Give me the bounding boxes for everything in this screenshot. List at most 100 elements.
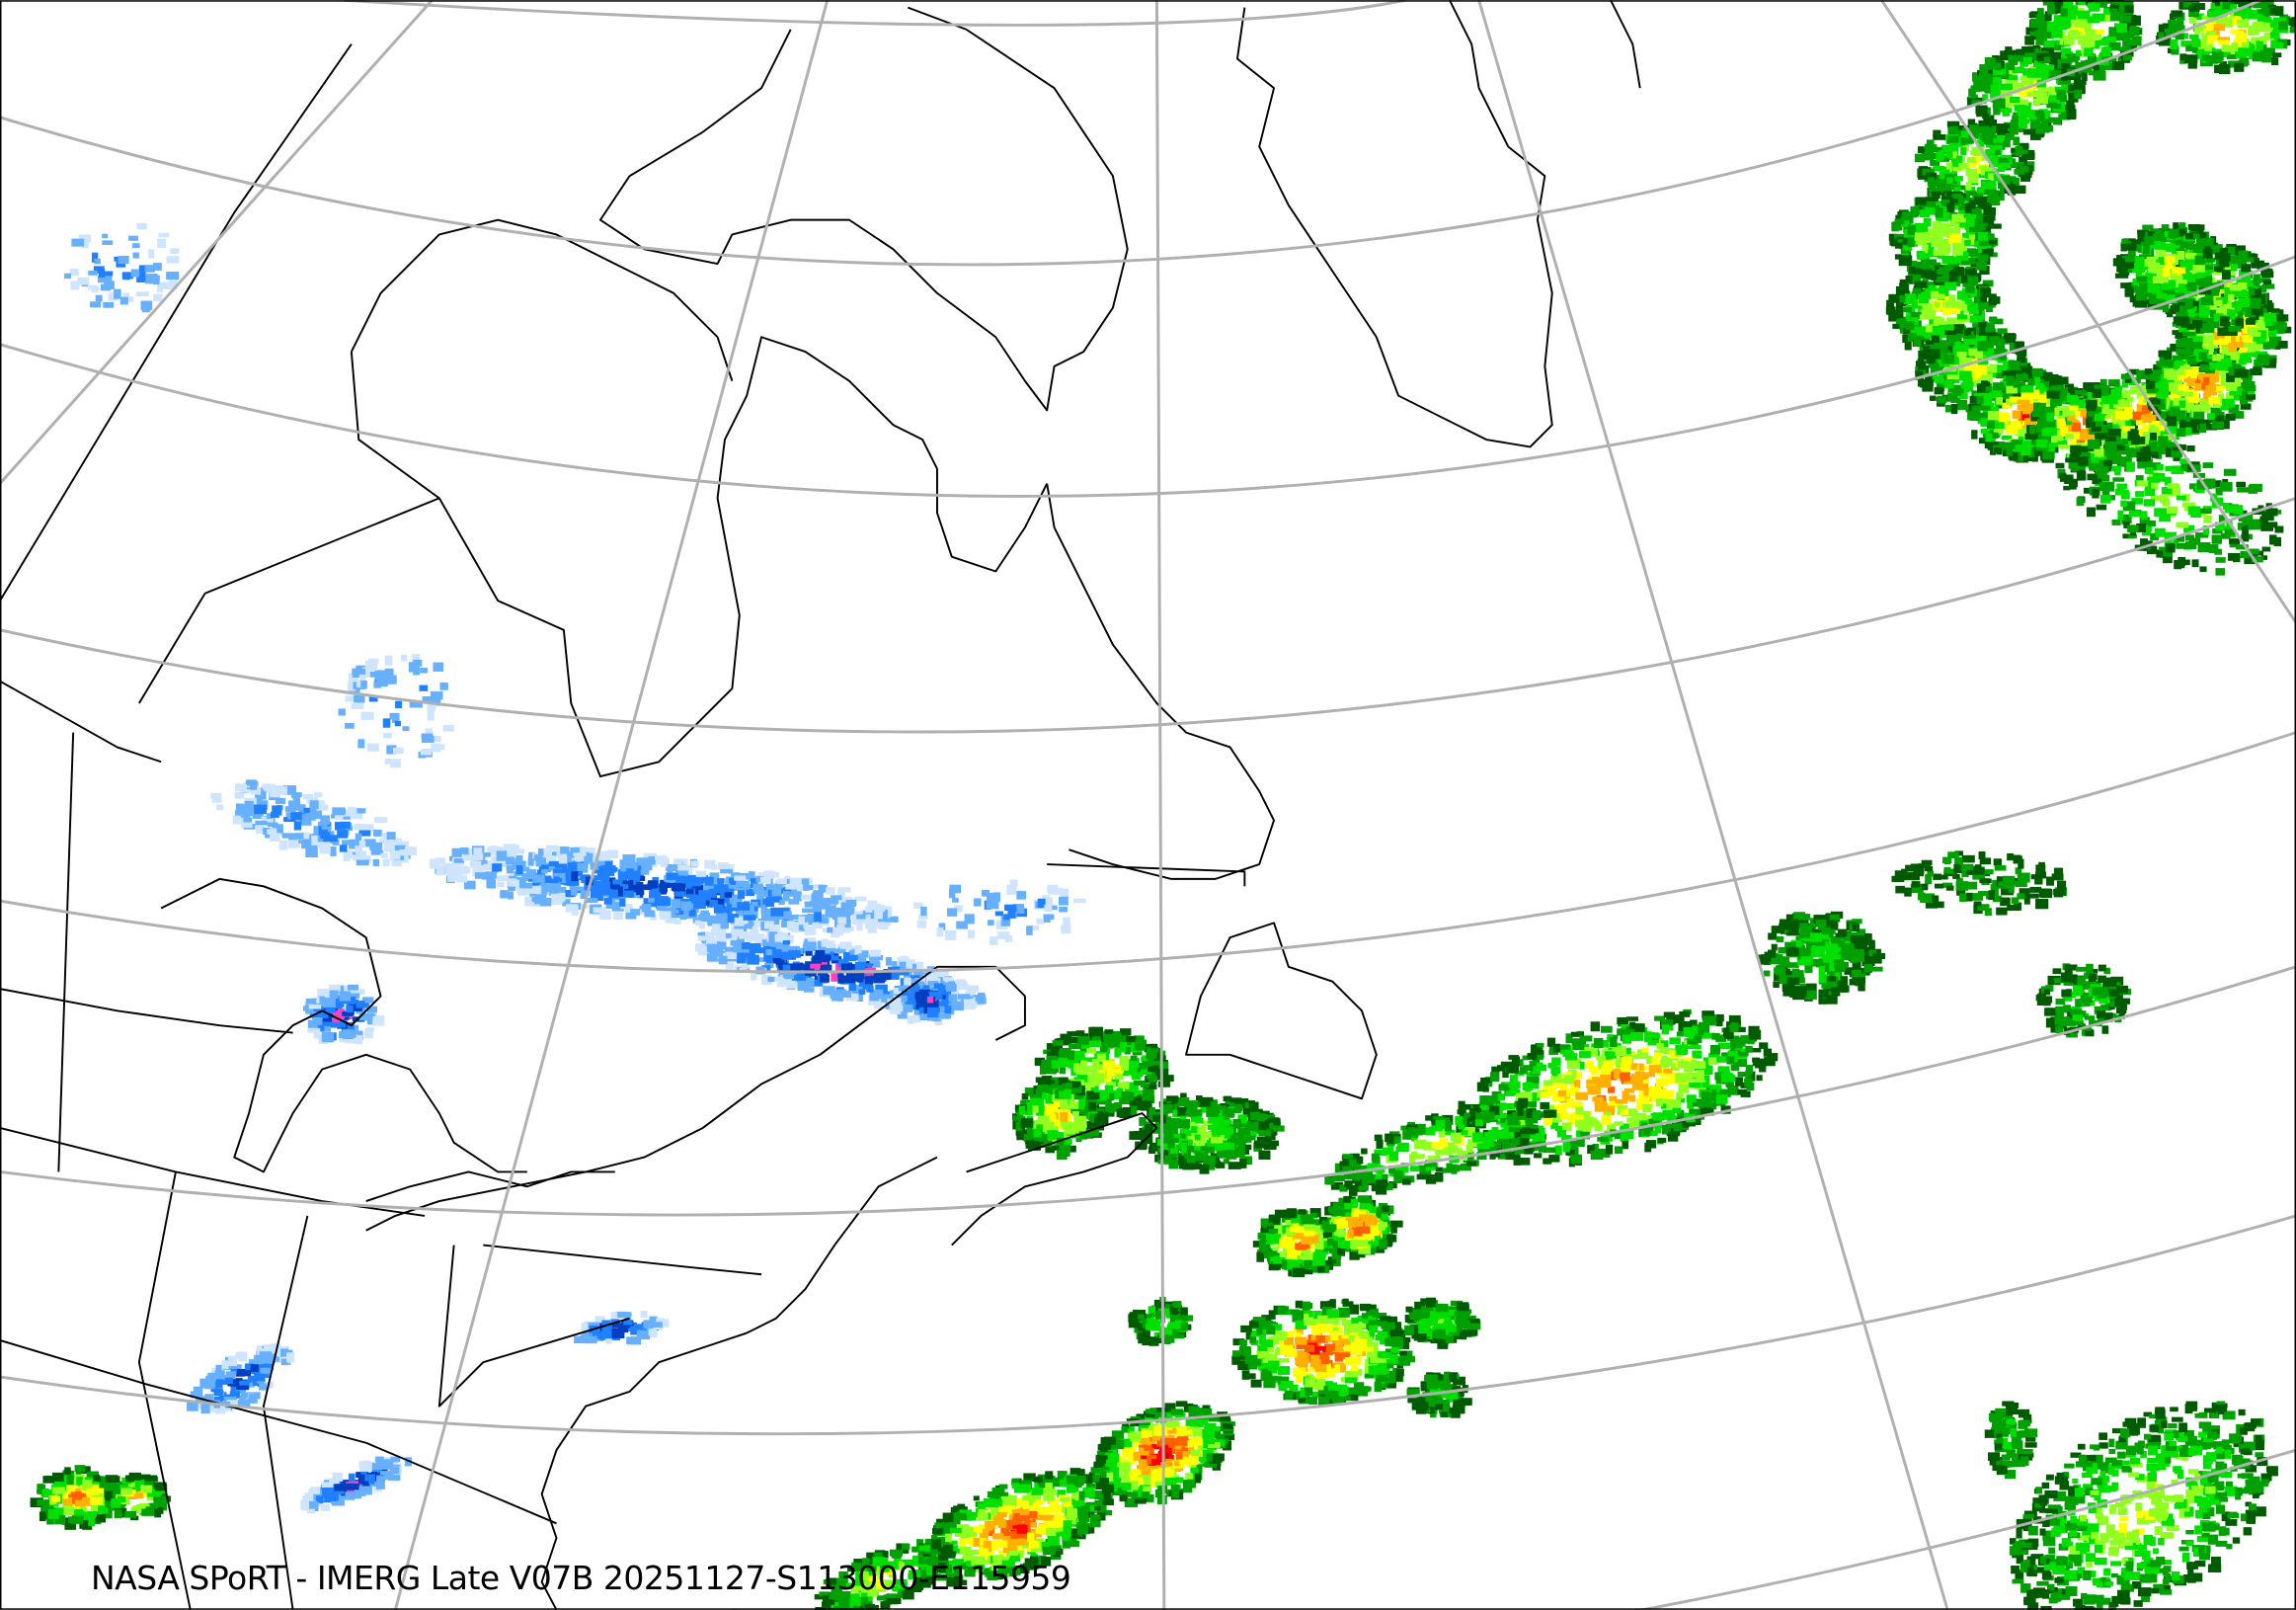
rain-pixel [2194,404,2204,412]
rain-pixel [2233,255,2242,265]
rain-pixel [2088,410,2099,418]
rain-pixel [2217,37,2230,42]
rain-pixel [1961,292,1972,299]
rain-pixel [2055,376,2069,385]
rain-pixel [1977,301,1989,310]
rain-pixel [1665,1047,1673,1055]
rain-pixel [1939,324,1949,333]
rain-pixel [1989,239,1998,245]
rain-pixel [2225,413,2236,421]
rain-pixel [2168,381,2180,392]
rain-pixel [1570,1154,1582,1165]
rain-pixel [1997,139,2004,149]
rain-pixel [1826,995,1838,1005]
rain-pixel [1690,1059,1698,1069]
rain-pixel [1965,182,1972,191]
rain-pixel [1477,1149,1489,1155]
rain-pixel [1386,1182,1393,1190]
rain-pixel [2199,380,2209,390]
rain-pixel [1586,1080,1597,1089]
rain-pixel [1985,219,1995,227]
rain-pixel [2127,248,2136,258]
rain-pixel [2038,411,2052,421]
rain-pixel [2242,389,2256,397]
rain-pixel [2289,26,2296,34]
rain-pixel [1537,1042,1544,1048]
rain-pixel [1450,1132,1462,1142]
rain-pixel [1488,1105,1500,1116]
rain-pixel [1930,159,1940,166]
rain-pixel [2256,22,2270,33]
rain-pixel [2245,310,2256,318]
rain-pixel [1730,1039,1740,1048]
rain-pixel [1829,964,1838,971]
rain-pixel [2154,282,2167,293]
rain-pixel [2177,384,2187,391]
rain-pixel [2213,340,2220,346]
rain-pixel [1592,1096,1604,1102]
rain-pixel [1915,370,1924,380]
rain-pixel [2067,431,2080,440]
rain-pixel [2206,413,2215,421]
rain-pixel [2117,419,2126,426]
rain-pixel [2022,400,2030,410]
rain-pixel [1969,335,1976,342]
rain-pixel [2028,389,2040,395]
rain-pixel [2215,557,2226,563]
rain-pixel [1540,1091,1550,1098]
rain-pixel [2037,96,2049,104]
rain-pixel [2235,33,2248,42]
rain-pixel [1511,1056,1520,1067]
rain-pixel [2113,31,2123,41]
rain-pixel [2178,222,2186,230]
rain-pixel [2036,419,2046,427]
rain-pixel [2135,420,2146,426]
rain-pixel [1422,1167,1432,1174]
rain-pixel [2067,383,2075,394]
rain-pixel [1528,1132,1538,1140]
rain-pixel [1984,76,1995,84]
rain-pixel [2101,481,2115,492]
rain-pixel [2239,57,2250,63]
rain-pixel [2232,341,2245,349]
rain-pixel [1435,1149,1447,1156]
rain-pixel [2039,31,2047,40]
rain-pixel [1983,115,1995,125]
rain-pixel [2108,27,2117,37]
rain-pixel [1984,189,1997,196]
rain-pixel [1600,1070,1612,1075]
rain-pixel [1572,1041,1585,1051]
rain-pixel [1563,1075,1574,1085]
rain-pixel [1686,1094,1697,1103]
rain-pixel [1958,358,1972,363]
rain-pixel [1984,57,1996,66]
rain-pixel [1388,1151,1399,1162]
rain-pixel [1994,62,2002,71]
rain-pixel [1855,935,1866,941]
rain-pixel [2188,325,2196,335]
rain-pixel [1542,1086,1556,1091]
rain-pixel [2022,168,2032,179]
rain-pixel [1928,267,1938,274]
rain-pixel [2080,38,2093,48]
rain-pixel [2003,139,2011,148]
rain-pixel [1730,1064,1739,1071]
rain-pixel [2124,286,2134,297]
rain-pixel [2164,289,2176,297]
rain-pixel [1409,1154,1416,1164]
rain-pixel [1957,329,1971,336]
rain-pixel [1947,135,1959,143]
rain-pixel [1946,372,1960,380]
rain-pixel [2158,257,2167,266]
rain-pixel [1897,236,1911,243]
rain-pixel [1466,1117,1476,1126]
rain-pixel [1960,365,1968,375]
rain-pixel [1645,1140,1657,1149]
rain-pixel [1965,282,1975,293]
rain-pixel [2158,403,2167,410]
rain-pixel [2178,420,2186,429]
rain-pixel [1948,307,1956,313]
rain-pixel [1982,215,1989,223]
rain-pixel [1957,344,1969,352]
rain-pixel [2184,54,2198,64]
